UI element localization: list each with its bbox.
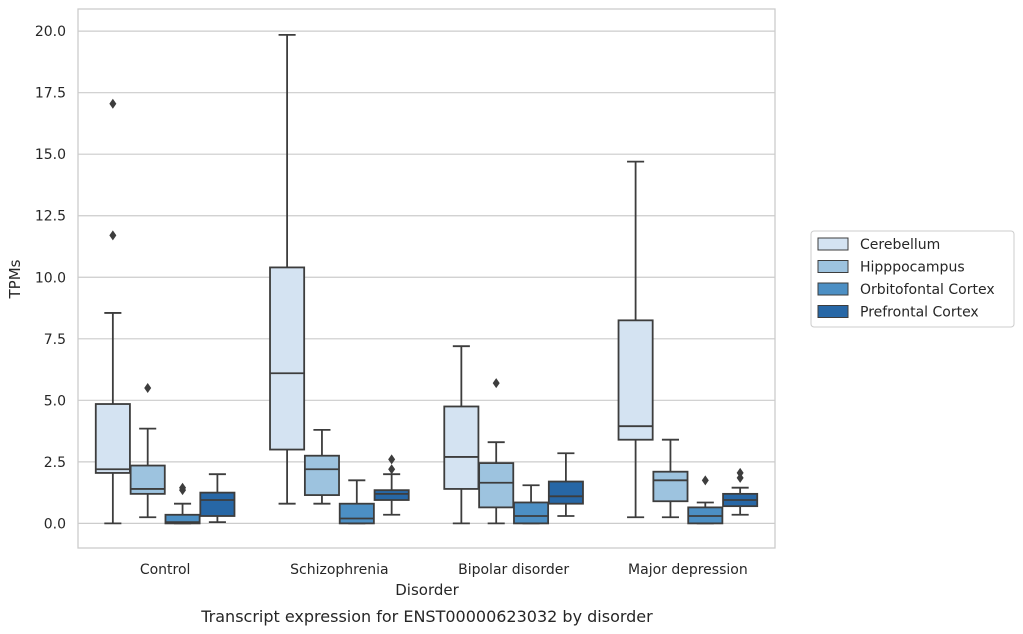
box-bipolar-disorder xyxy=(443,345,480,525)
y-tick-label: 7.5 xyxy=(44,332,66,348)
x-axis-label: Disorder xyxy=(395,581,459,599)
y-tick-label: 2.5 xyxy=(44,455,66,471)
legend-label: Orbitofontal Cortex xyxy=(860,282,995,298)
y-tick-label: 5.0 xyxy=(44,393,66,409)
outlier-point xyxy=(388,464,396,475)
iqr-box xyxy=(94,403,131,474)
y-tick-label: 0.0 xyxy=(44,516,66,532)
grid-lines xyxy=(78,30,775,524)
box-bipolar-disorder xyxy=(478,378,515,525)
legend-swatch xyxy=(817,260,849,273)
legend-frame xyxy=(810,230,1015,328)
legend-swatch xyxy=(817,237,849,251)
outlier-point xyxy=(109,230,117,241)
x-tick-label: Bipolar disorder xyxy=(458,562,569,578)
y-axis-label: TPMs xyxy=(6,259,24,299)
legend-item: Cerebellum xyxy=(817,237,940,253)
legend-swatch xyxy=(817,282,849,296)
series-cerebellum xyxy=(94,33,654,525)
iqr-box xyxy=(373,489,410,501)
y-tick-label: 10.0 xyxy=(35,270,66,286)
outlier-point xyxy=(492,378,500,389)
iqr-box xyxy=(617,319,654,441)
outlier-point xyxy=(179,482,187,493)
outlier-point xyxy=(144,383,152,394)
y-axis-ticks: 0.0 2.5 5.0 7.5 10.0 12.5 15.0 17.5 20.0 xyxy=(35,24,66,532)
iqr-box xyxy=(338,502,375,525)
box-major-depression xyxy=(617,160,654,519)
iqr-box xyxy=(303,454,340,496)
iqr-box xyxy=(652,470,689,503)
iqr-box xyxy=(547,480,584,505)
outlier-point xyxy=(736,467,744,478)
iqr-box xyxy=(164,513,201,525)
legend-swatch xyxy=(817,305,849,318)
legend-item: Prefrontal Cortex xyxy=(817,305,979,321)
x-tick-label: Schizophrenia xyxy=(290,562,388,578)
box-major-depression xyxy=(722,467,759,516)
legend-label: Cerebellum xyxy=(860,237,940,253)
iqr-box xyxy=(199,491,236,517)
iqr-box xyxy=(478,462,515,509)
y-tick-label: 17.5 xyxy=(35,86,66,102)
box-series xyxy=(94,33,759,525)
y-tick-label: 15.0 xyxy=(35,147,66,163)
box-bipolar-disorder xyxy=(513,484,550,525)
legend-label: Hipppocampus xyxy=(860,260,965,276)
series-orbitofontal-cortex xyxy=(164,475,724,525)
legend: Cerebellum Hipppocampus Orbitofontal Corte… xyxy=(810,230,1015,328)
x-tick-label: Major depression xyxy=(628,562,748,578)
box-major-depression xyxy=(687,475,724,525)
outlier-point xyxy=(388,454,396,465)
iqr-box xyxy=(513,501,550,525)
box-control xyxy=(129,383,166,519)
x-axis-ticks: Control Schizophrenia Bipolar disorder Majo… xyxy=(140,562,748,578)
box-control xyxy=(199,473,236,524)
legend-label: Prefrontal Cortex xyxy=(860,305,979,321)
y-tick-label: 12.5 xyxy=(35,209,66,225)
iqr-box xyxy=(443,405,480,490)
box-schizophrenia xyxy=(338,479,375,525)
legend-items: Cerebellum Hipppocampus Orbitofontal Corte… xyxy=(817,237,995,321)
box-schizophrenia xyxy=(303,428,340,505)
plot-area-frame xyxy=(77,8,776,549)
box-schizophrenia xyxy=(269,33,306,505)
box-major-depression xyxy=(652,438,689,519)
box-control xyxy=(164,482,201,525)
iqr-box xyxy=(269,266,306,451)
box-control xyxy=(94,98,131,525)
series-prefrontal-cortex xyxy=(199,452,759,524)
legend-item: Orbitofontal Cortex xyxy=(817,282,995,298)
chart-caption: Transcript expression for ENST0000062303… xyxy=(200,607,653,626)
x-tick-label: Control xyxy=(140,562,191,578)
y-tick-label: 20.0 xyxy=(35,24,66,40)
outlier-point xyxy=(701,475,709,486)
outlier-point xyxy=(109,98,117,109)
box-bipolar-disorder xyxy=(547,452,584,517)
box-schizophrenia xyxy=(373,454,410,516)
series-hipppocampus xyxy=(129,378,689,525)
legend-item: Hipppocampus xyxy=(817,260,965,276)
